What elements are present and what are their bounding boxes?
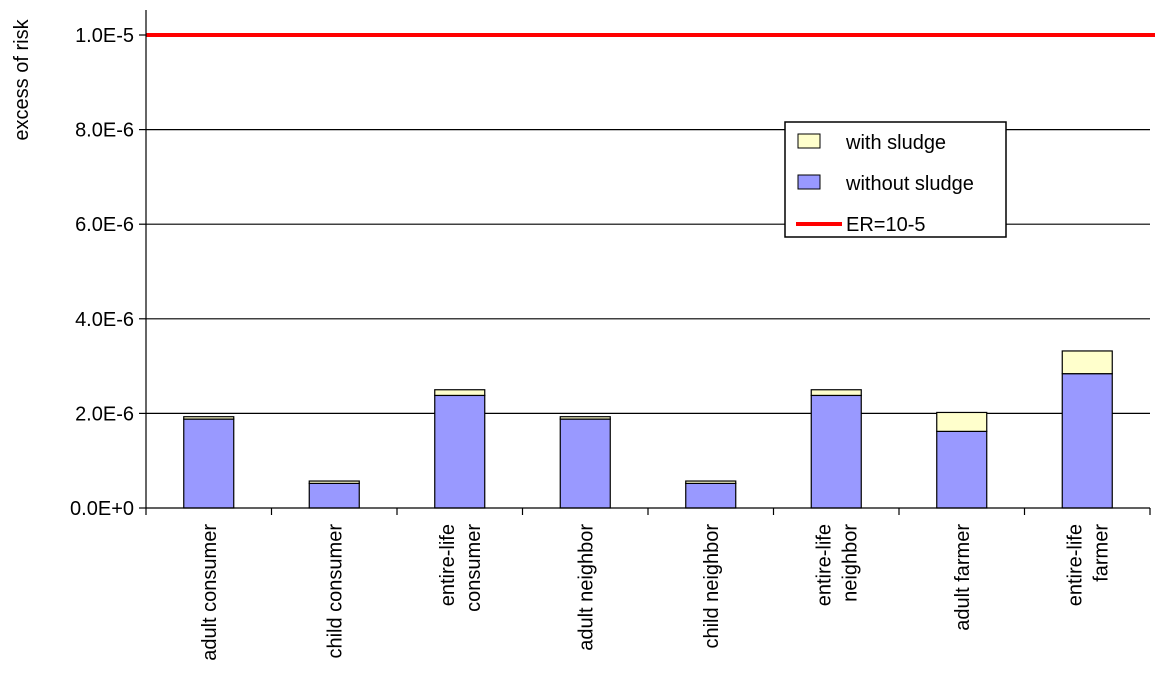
bar-without-sludge: [685, 482, 737, 509]
y-tick-label: 2.0E-6: [75, 403, 134, 425]
bar-with-sludge: [936, 411, 988, 432]
bars: [183, 350, 1113, 509]
axes: [139, 10, 1151, 515]
x-tick-label: entire-life farmer: [1064, 524, 1112, 607]
x-tick-label: adult neighbor: [575, 524, 597, 651]
x-tick-label-line: neighbor: [839, 524, 861, 602]
x-tick-label: entire-life neighbor: [813, 524, 861, 607]
x-tick-label-line: adult neighbor: [575, 524, 597, 651]
bar-without-sludge: [183, 418, 235, 509]
bar-with-sludge: [810, 389, 862, 397]
bar-without-sludge: [559, 418, 611, 509]
bar-with-sludge: [1061, 350, 1113, 375]
x-tick-label-line: farmer: [1090, 524, 1112, 582]
x-tick-label-line: child consumer: [324, 524, 346, 659]
legend: with sludge without sludge ER=10-5: [784, 121, 1007, 238]
y-tick-label: 1.0E-5: [75, 25, 134, 47]
x-tick-label: entire-life consumer: [437, 524, 485, 612]
y-tick-labels: 0.0E+0 2.0E-6 4.0E-6 6.0E-6 8.0E-6 1.0E-5: [70, 25, 134, 520]
legend-label-with-sludge: with sludge: [845, 132, 946, 154]
x-tick-label-line: child neighbor: [701, 524, 723, 649]
bar-without-sludge: [810, 394, 862, 509]
bar-with-sludge: [685, 480, 737, 485]
legend-label-er: ER=10-5: [846, 214, 926, 236]
x-tick-label: child consumer: [324, 524, 346, 659]
bar-without-sludge: [936, 430, 988, 509]
y-tick-label: 8.0E-6: [75, 120, 134, 142]
x-tick-label-line: consumer: [463, 524, 485, 612]
legend-box: [784, 121, 1007, 238]
bar-with-sludge: [308, 480, 360, 485]
x-tick-label-line: adult farmer: [952, 524, 974, 631]
y-axis-label: excess of risk: [11, 18, 33, 140]
x-tick-label: child neighbor: [701, 524, 723, 649]
x-tick-label: adult consumer: [199, 524, 221, 661]
y-tick-label: 0.0E+0: [70, 498, 134, 520]
bar-with-sludge: [559, 416, 611, 420]
x-tick-labels: adult consumer child consumer entire-life c…: [199, 524, 1113, 661]
bar-with-sludge: [183, 416, 235, 420]
bar-without-sludge: [434, 394, 486, 509]
bar-without-sludge: [308, 482, 360, 509]
bar-without-sludge: [1061, 373, 1113, 509]
legend-label-without-sludge: without sludge: [845, 173, 974, 195]
y-tick-label: 4.0E-6: [75, 309, 134, 331]
x-tick-label-line: entire-life: [813, 524, 835, 606]
bar-with-sludge: [434, 389, 486, 397]
legend-swatch-without-sludge: [797, 174, 821, 190]
legend-swatch-with-sludge: [797, 133, 821, 149]
y-tick-label: 6.0E-6: [75, 214, 134, 236]
x-tick-label: adult farmer: [952, 524, 974, 631]
x-tick-label-line: entire-life: [1064, 524, 1086, 606]
x-tick-label-line: adult consumer: [199, 524, 221, 661]
x-tick-label-line: entire-life: [437, 524, 459, 606]
